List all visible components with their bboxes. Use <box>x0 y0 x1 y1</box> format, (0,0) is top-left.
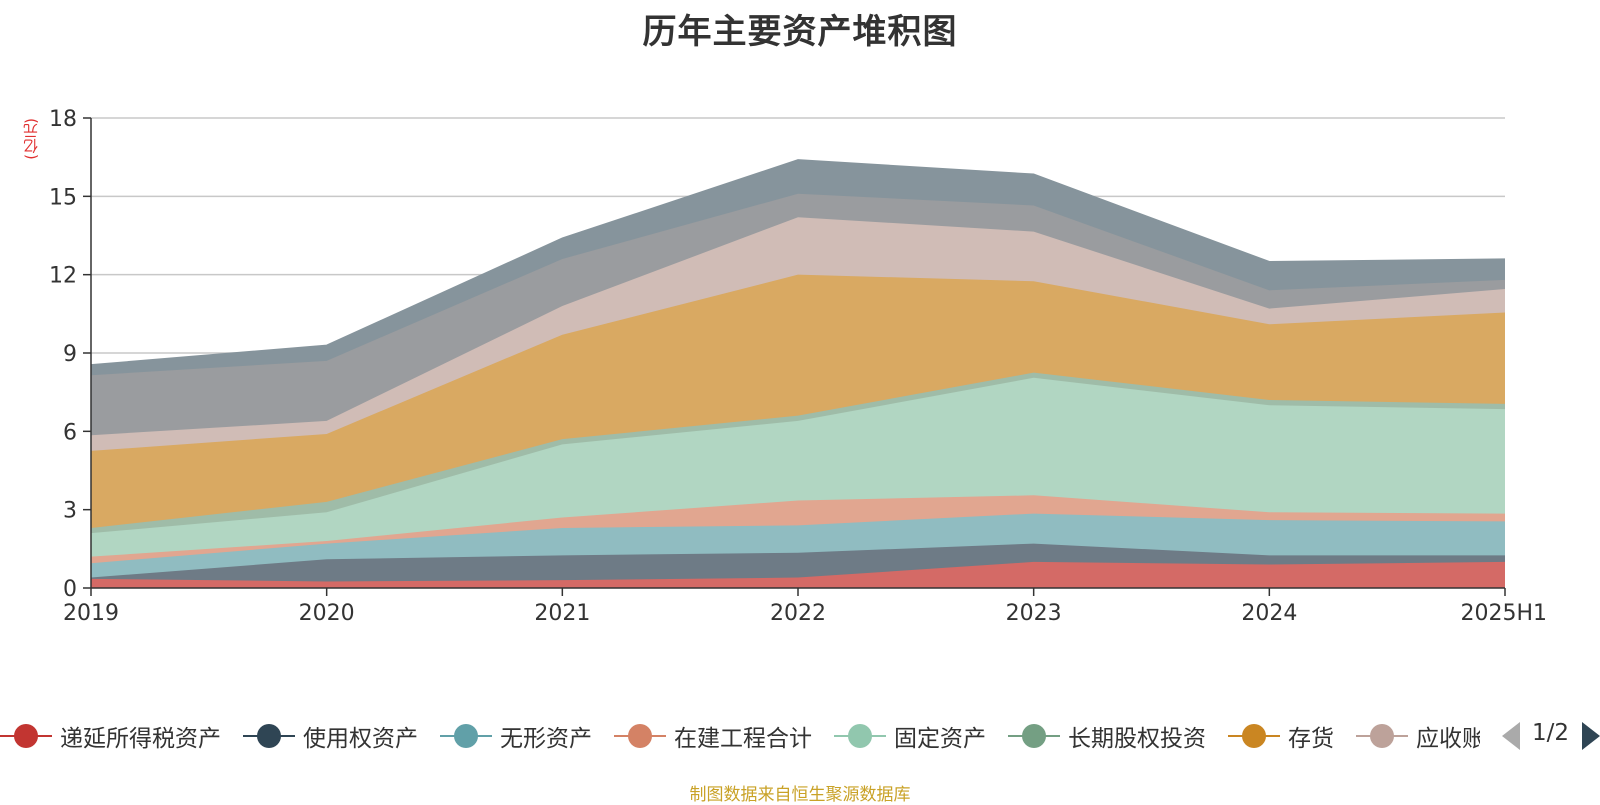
pager-prev-icon[interactable] <box>1502 722 1520 750</box>
legend-item-0[interactable]: 递延所得税资产 <box>0 718 221 754</box>
area-series-9[interactable] <box>91 159 1505 376</box>
legend-item-2[interactable]: 无形资产 <box>440 718 592 754</box>
legend-label: 使用权资产 <box>303 726 418 752</box>
legend-pager: 1/2 <box>1500 718 1600 754</box>
x-tick-label: 2022 <box>770 601 826 626</box>
area-series-5[interactable] <box>91 372 1505 534</box>
chart-title: 历年主要资产堆积图 <box>642 12 958 52</box>
x-tick-label: 2021 <box>534 601 590 626</box>
area-series <box>90 159 1506 588</box>
data-source-note: 制图数据来自恒生聚源数据库 <box>689 785 911 805</box>
legend-label: 递延所得税资产 <box>60 726 221 752</box>
area-series-6[interactable] <box>91 274 1505 528</box>
legend-swatch-icon <box>1228 724 1280 748</box>
x-tick-label: 2025H1 <box>1460 601 1547 626</box>
legend: 递延所得税资产使用权资产无形资产在建工程合计固定资产长期股权投资存货应收账款货币… <box>0 718 1600 754</box>
y-tick-label: 12 <box>49 264 77 289</box>
pager-page-indicator: 1/2 <box>1532 720 1570 746</box>
legend-label: 长期股权投资 <box>1068 726 1206 752</box>
legend-item-3[interactable]: 在建工程合计 <box>614 718 812 754</box>
area-series-4[interactable] <box>91 377 1505 557</box>
area-series-1[interactable] <box>91 543 1505 582</box>
area-series-2[interactable] <box>91 513 1505 578</box>
legend-swatch-icon <box>243 724 295 748</box>
area-series-top-line-9 <box>90 159 1506 366</box>
x-tick-label: 2020 <box>299 601 355 626</box>
legend-label: 存货 <box>1288 726 1334 752</box>
legend-swatch-icon <box>1008 724 1060 748</box>
y-tick-label: 6 <box>63 420 77 445</box>
area-series-0[interactable] <box>91 561 1505 588</box>
legend-label: 在建工程合计 <box>674 726 812 752</box>
legend-item-6[interactable]: 存货 <box>1228 718 1334 754</box>
x-tick-label: 2023 <box>1006 601 1062 626</box>
area-series-8[interactable] <box>91 193 1505 436</box>
x-tick-label: 2024 <box>1241 601 1297 626</box>
y-tick-label: 0 <box>63 577 77 602</box>
legend-swatch-icon <box>614 724 666 748</box>
y-tick-label: 15 <box>49 185 77 210</box>
pager-next-icon[interactable] <box>1582 722 1600 750</box>
legend-label: 应收账款 <box>1416 726 1480 752</box>
axes: 0 3 6 9 12 15 18 2019 2020 2021 2022 2023 2024 2025H1 <box>49 107 1547 626</box>
legend-swatch-icon <box>440 724 492 748</box>
area-series-3[interactable] <box>91 495 1505 564</box>
legend-item-4[interactable]: 固定资产 <box>834 718 986 754</box>
legend-swatch-icon <box>1356 724 1408 748</box>
legend-item-7[interactable]: 应收账款 <box>1356 718 1480 754</box>
area-series-top-line-3 <box>90 494 1506 558</box>
area-series-7[interactable] <box>91 217 1505 451</box>
y-tick-label: 18 <box>49 107 77 132</box>
legend-label: 固定资产 <box>894 726 986 752</box>
legend-swatch-icon <box>0 724 52 748</box>
legend-label: 无形资产 <box>500 726 592 752</box>
x-tick-label: 2019 <box>63 601 119 626</box>
y-tick-label: 3 <box>63 499 77 524</box>
y-tick-label: 9 <box>63 342 77 367</box>
legend-items: 递延所得税资产使用权资产无形资产在建工程合计固定资产长期股权投资存货应收账款货币… <box>0 718 1480 754</box>
legend-item-5[interactable]: 长期股权投资 <box>1008 718 1206 754</box>
area-series-top-line-4 <box>90 377 1506 534</box>
legend-item-1[interactable]: 使用权资产 <box>243 718 418 754</box>
legend-swatch-icon <box>834 724 886 748</box>
